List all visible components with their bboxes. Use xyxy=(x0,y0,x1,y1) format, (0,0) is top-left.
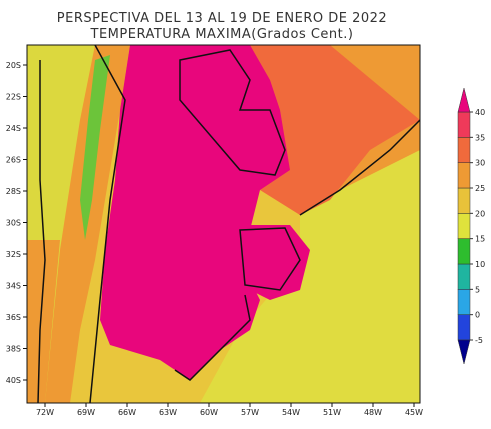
lat-label: 28S xyxy=(6,187,21,196)
colorbar-bin xyxy=(457,314,471,341)
colorbar-label: 35 xyxy=(475,133,485,142)
lat-label: 24S xyxy=(6,124,21,133)
colorbar-cap-top xyxy=(457,87,471,113)
axes: 72W 69W 66W 63W 60W 57W 54W 51W 48W 45W 20S 22S 24S 2… xyxy=(6,61,423,417)
pacific-south xyxy=(27,240,60,403)
colorbar-bin xyxy=(457,162,471,189)
lon-label: 45W xyxy=(405,408,423,417)
lon-label: 51W xyxy=(323,408,341,417)
lon-label: 63W xyxy=(159,408,177,417)
lat-label: 40S xyxy=(6,376,21,385)
andes-cold xyxy=(80,55,110,240)
frame xyxy=(26,44,421,404)
map-title: PERSPECTIVA DEL 13 AL 19 DE ENERO DE 202… xyxy=(57,11,387,26)
colorbar-bin xyxy=(457,213,471,239)
map xyxy=(26,44,421,404)
borders xyxy=(37,45,420,403)
hot-core xyxy=(100,45,290,380)
lon-label: 48W xyxy=(364,408,382,417)
lat-label: 20S xyxy=(6,61,21,70)
lon-label: 72W xyxy=(36,408,54,417)
colorbar-bin xyxy=(457,289,471,315)
colorbar-bin xyxy=(457,263,471,290)
lat-label: 22S xyxy=(6,93,21,102)
colorbar-label: 20 xyxy=(475,209,485,218)
colorbar-label: -5 xyxy=(475,336,483,345)
colorbar-label: 5 xyxy=(475,285,480,294)
lat-label: 26S xyxy=(6,156,21,165)
atlantic xyxy=(200,150,420,403)
lon-label: 54W xyxy=(282,408,300,417)
colorbar-bin xyxy=(457,238,471,265)
colorbar-label: 25 xyxy=(475,184,485,193)
lon-label: 60W xyxy=(200,408,218,417)
colorbar-label: 0 xyxy=(475,311,480,320)
colorbar-bin xyxy=(457,187,471,214)
colorbar-label: 40 xyxy=(475,108,485,117)
colorbar-label: 15 xyxy=(475,235,485,244)
colorbar-bin xyxy=(457,111,471,138)
map-subtitle: TEMPERATURA MAXIMA(Grados Cent.) xyxy=(90,27,354,42)
lon-label: 66W xyxy=(118,408,136,417)
colorbar-label: 10 xyxy=(475,260,485,269)
colorbar-bin xyxy=(457,137,471,163)
colorbar-label: 30 xyxy=(475,159,485,168)
lat-label: 34S xyxy=(6,282,21,291)
lat-label: 30S xyxy=(6,219,21,228)
lon-label: 69W xyxy=(77,408,95,417)
colorbar: -5 0 5 10 15 20 25 30 35 40 xyxy=(457,87,485,365)
lat-label: 38S xyxy=(6,345,21,354)
lon-label: 57W xyxy=(241,408,259,417)
colorbar-cap-bottom xyxy=(457,339,471,365)
lat-label: 32S xyxy=(6,250,21,259)
lat-label: 36S xyxy=(6,313,21,322)
